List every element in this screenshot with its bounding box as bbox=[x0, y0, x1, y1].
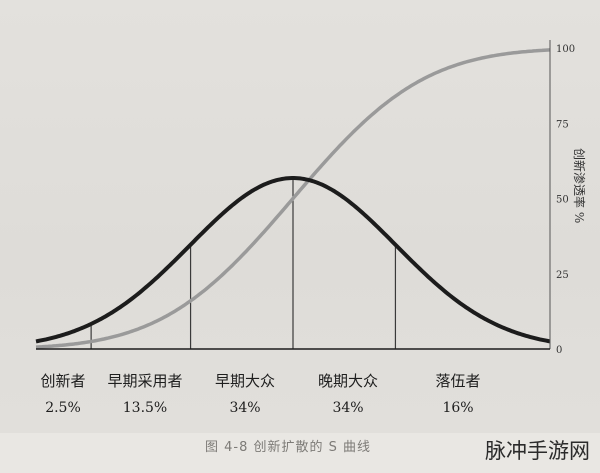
segment-percent: 13.5% bbox=[123, 400, 167, 416]
segment-percent: 2.5% bbox=[45, 400, 81, 416]
y-tick-label: 25 bbox=[556, 270, 569, 281]
watermark-text: 脉冲手游网 bbox=[485, 439, 590, 463]
segment-percent: 16% bbox=[442, 400, 473, 416]
segment-label: 早期大众 bbox=[215, 372, 275, 390]
segment-label: 早期采用者 bbox=[107, 372, 182, 390]
s-curve-line bbox=[35, 48, 551, 349]
segment-label: 创新者 bbox=[40, 372, 85, 390]
figure-caption: 图 4-8 创新扩散的 S 曲线 bbox=[205, 440, 372, 455]
y-tick-label: 50 bbox=[556, 195, 569, 206]
segment-percent: 34% bbox=[229, 400, 260, 416]
y-tick-label: 75 bbox=[556, 119, 569, 130]
caption-bar bbox=[0, 433, 600, 473]
y-tick-label: 100 bbox=[556, 44, 575, 55]
y-tick-label: 0 bbox=[556, 345, 562, 356]
segment-label: 落伍者 bbox=[435, 372, 480, 390]
bell-curve-line bbox=[35, 176, 551, 344]
diffusion-chart: 0 25 50 75 100 创新渗透率 % 创新者 2.5% 早期采用者 13.5% 早期大众… bbox=[35, 40, 587, 416]
segment-label: 晚期大众 bbox=[318, 372, 378, 390]
segment-percent: 34% bbox=[332, 400, 363, 416]
y-axis-label: 创新渗透率 % bbox=[572, 148, 587, 223]
